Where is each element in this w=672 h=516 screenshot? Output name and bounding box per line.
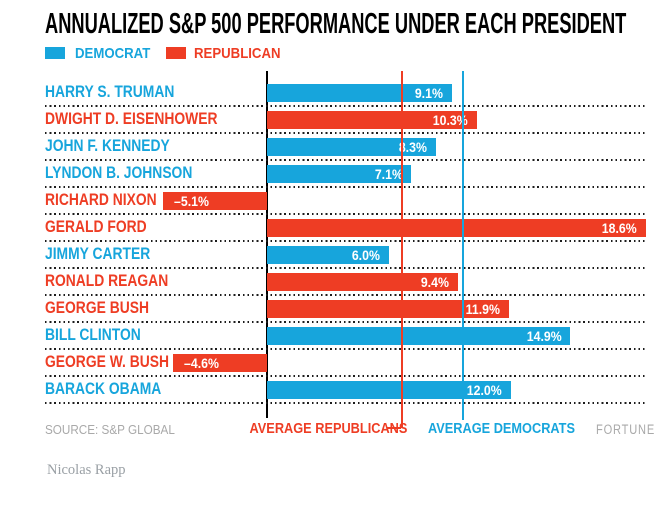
value-label: 6.0% <box>352 247 381 263</box>
zero-baseline <box>266 71 268 418</box>
source-note: SOURCE: S&P GLOBAL <box>45 422 175 437</box>
author-credit: Nicolas Rapp <box>47 462 126 478</box>
avg-republicans-line <box>401 71 403 428</box>
value-bar: 10.3% <box>267 111 477 129</box>
chart-row: RICHARD NIXON –5.1% <box>45 188 647 215</box>
chart-row: JIMMY CARTER 6.0% <box>45 242 647 269</box>
chart-row: GERALD FORD 18.6% <box>45 215 647 242</box>
value-label: 9.1% <box>415 85 444 101</box>
value-label: –5.1% <box>174 193 210 209</box>
democrat-swatch-icon <box>45 47 65 59</box>
president-name: RONALD REAGAN <box>45 272 169 290</box>
chart-row: GEORGE BUSH 11.9% <box>45 296 647 323</box>
value-label: 14.9% <box>526 328 562 344</box>
president-name: RICHARD NIXON <box>45 191 157 209</box>
chart-rows: HARRY S. TRUMAN 9.1% DWIGHT D. EISENHOWER 1… <box>45 80 647 404</box>
president-name: GEORGE W. BUSH <box>45 353 169 371</box>
chart-row: RONALD REAGAN 9.4% <box>45 269 647 296</box>
value-bar: 11.9% <box>267 300 510 318</box>
value-label: 9.4% <box>421 274 450 290</box>
chart-row: BILL CLINTON 14.9% <box>45 323 647 350</box>
fortune-brand: FORTUNE <box>596 422 656 437</box>
president-name: DWIGHT D. EISENHOWER <box>45 110 218 128</box>
chart-title: ANNUALIZED S&P 500 PERFORMANCE UNDER EAC… <box>45 8 627 40</box>
value-label: 18.6% <box>601 220 637 236</box>
chart-row: DWIGHT D. EISENHOWER 10.3% <box>45 107 647 134</box>
value-label: 12.0% <box>467 382 503 398</box>
legend-label-democrat: DEMOCRAT <box>75 45 151 62</box>
value-bar: 18.6% <box>267 219 646 237</box>
value-label: 8.3% <box>398 139 427 155</box>
president-name: GERALD FORD <box>45 218 147 236</box>
president-name: BARACK OBAMA <box>45 380 162 398</box>
value-label: 11.9% <box>465 301 501 317</box>
value-bar: 6.0% <box>267 246 390 264</box>
value-bar: 9.1% <box>267 84 453 102</box>
value-label: 7.1% <box>374 166 403 182</box>
value-bar: 9.4% <box>267 273 459 291</box>
president-name: HARRY S. TRUMAN <box>45 83 175 101</box>
chart-row: LYNDON B. JOHNSON 7.1% <box>45 161 647 188</box>
avg-republicans-label: AVERAGE REPUBLICANS <box>249 421 408 437</box>
value-bar: 14.9% <box>267 327 571 345</box>
value-bar: 12.0% <box>267 381 512 399</box>
chart-row: BARACK OBAMA 12.0% <box>45 377 647 404</box>
value-label: –4.6% <box>184 355 220 371</box>
avg-republicans-connector <box>387 427 401 429</box>
chart-row: GEORGE W. BUSH –4.6% <box>45 350 647 377</box>
chart-row: HARRY S. TRUMAN 9.1% <box>45 80 647 107</box>
avg-democrats-line <box>462 71 465 420</box>
value-bar: –5.1% <box>163 192 267 210</box>
president-name: GEORGE BUSH <box>45 299 149 317</box>
republican-swatch-icon <box>166 47 186 59</box>
chart-row: JOHN F. KENNEDY 8.3% <box>45 134 647 161</box>
president-name: LYNDON B. JOHNSON <box>45 164 193 182</box>
president-name: BILL CLINTON <box>45 326 141 344</box>
president-name: JIMMY CARTER <box>45 245 151 263</box>
value-bar: 8.3% <box>267 138 436 156</box>
legend: DEMOCRAT REPUBLICAN <box>0 46 672 61</box>
value-bar: 7.1% <box>267 165 412 183</box>
legend-label-republican: REPUBLICAN <box>194 45 281 62</box>
president-name: JOHN F. KENNEDY <box>45 137 170 155</box>
value-bar: –4.6% <box>173 354 267 372</box>
avg-democrats-label: AVERAGE DEMOCRATS <box>428 421 575 437</box>
value-label: 10.3% <box>432 112 468 128</box>
